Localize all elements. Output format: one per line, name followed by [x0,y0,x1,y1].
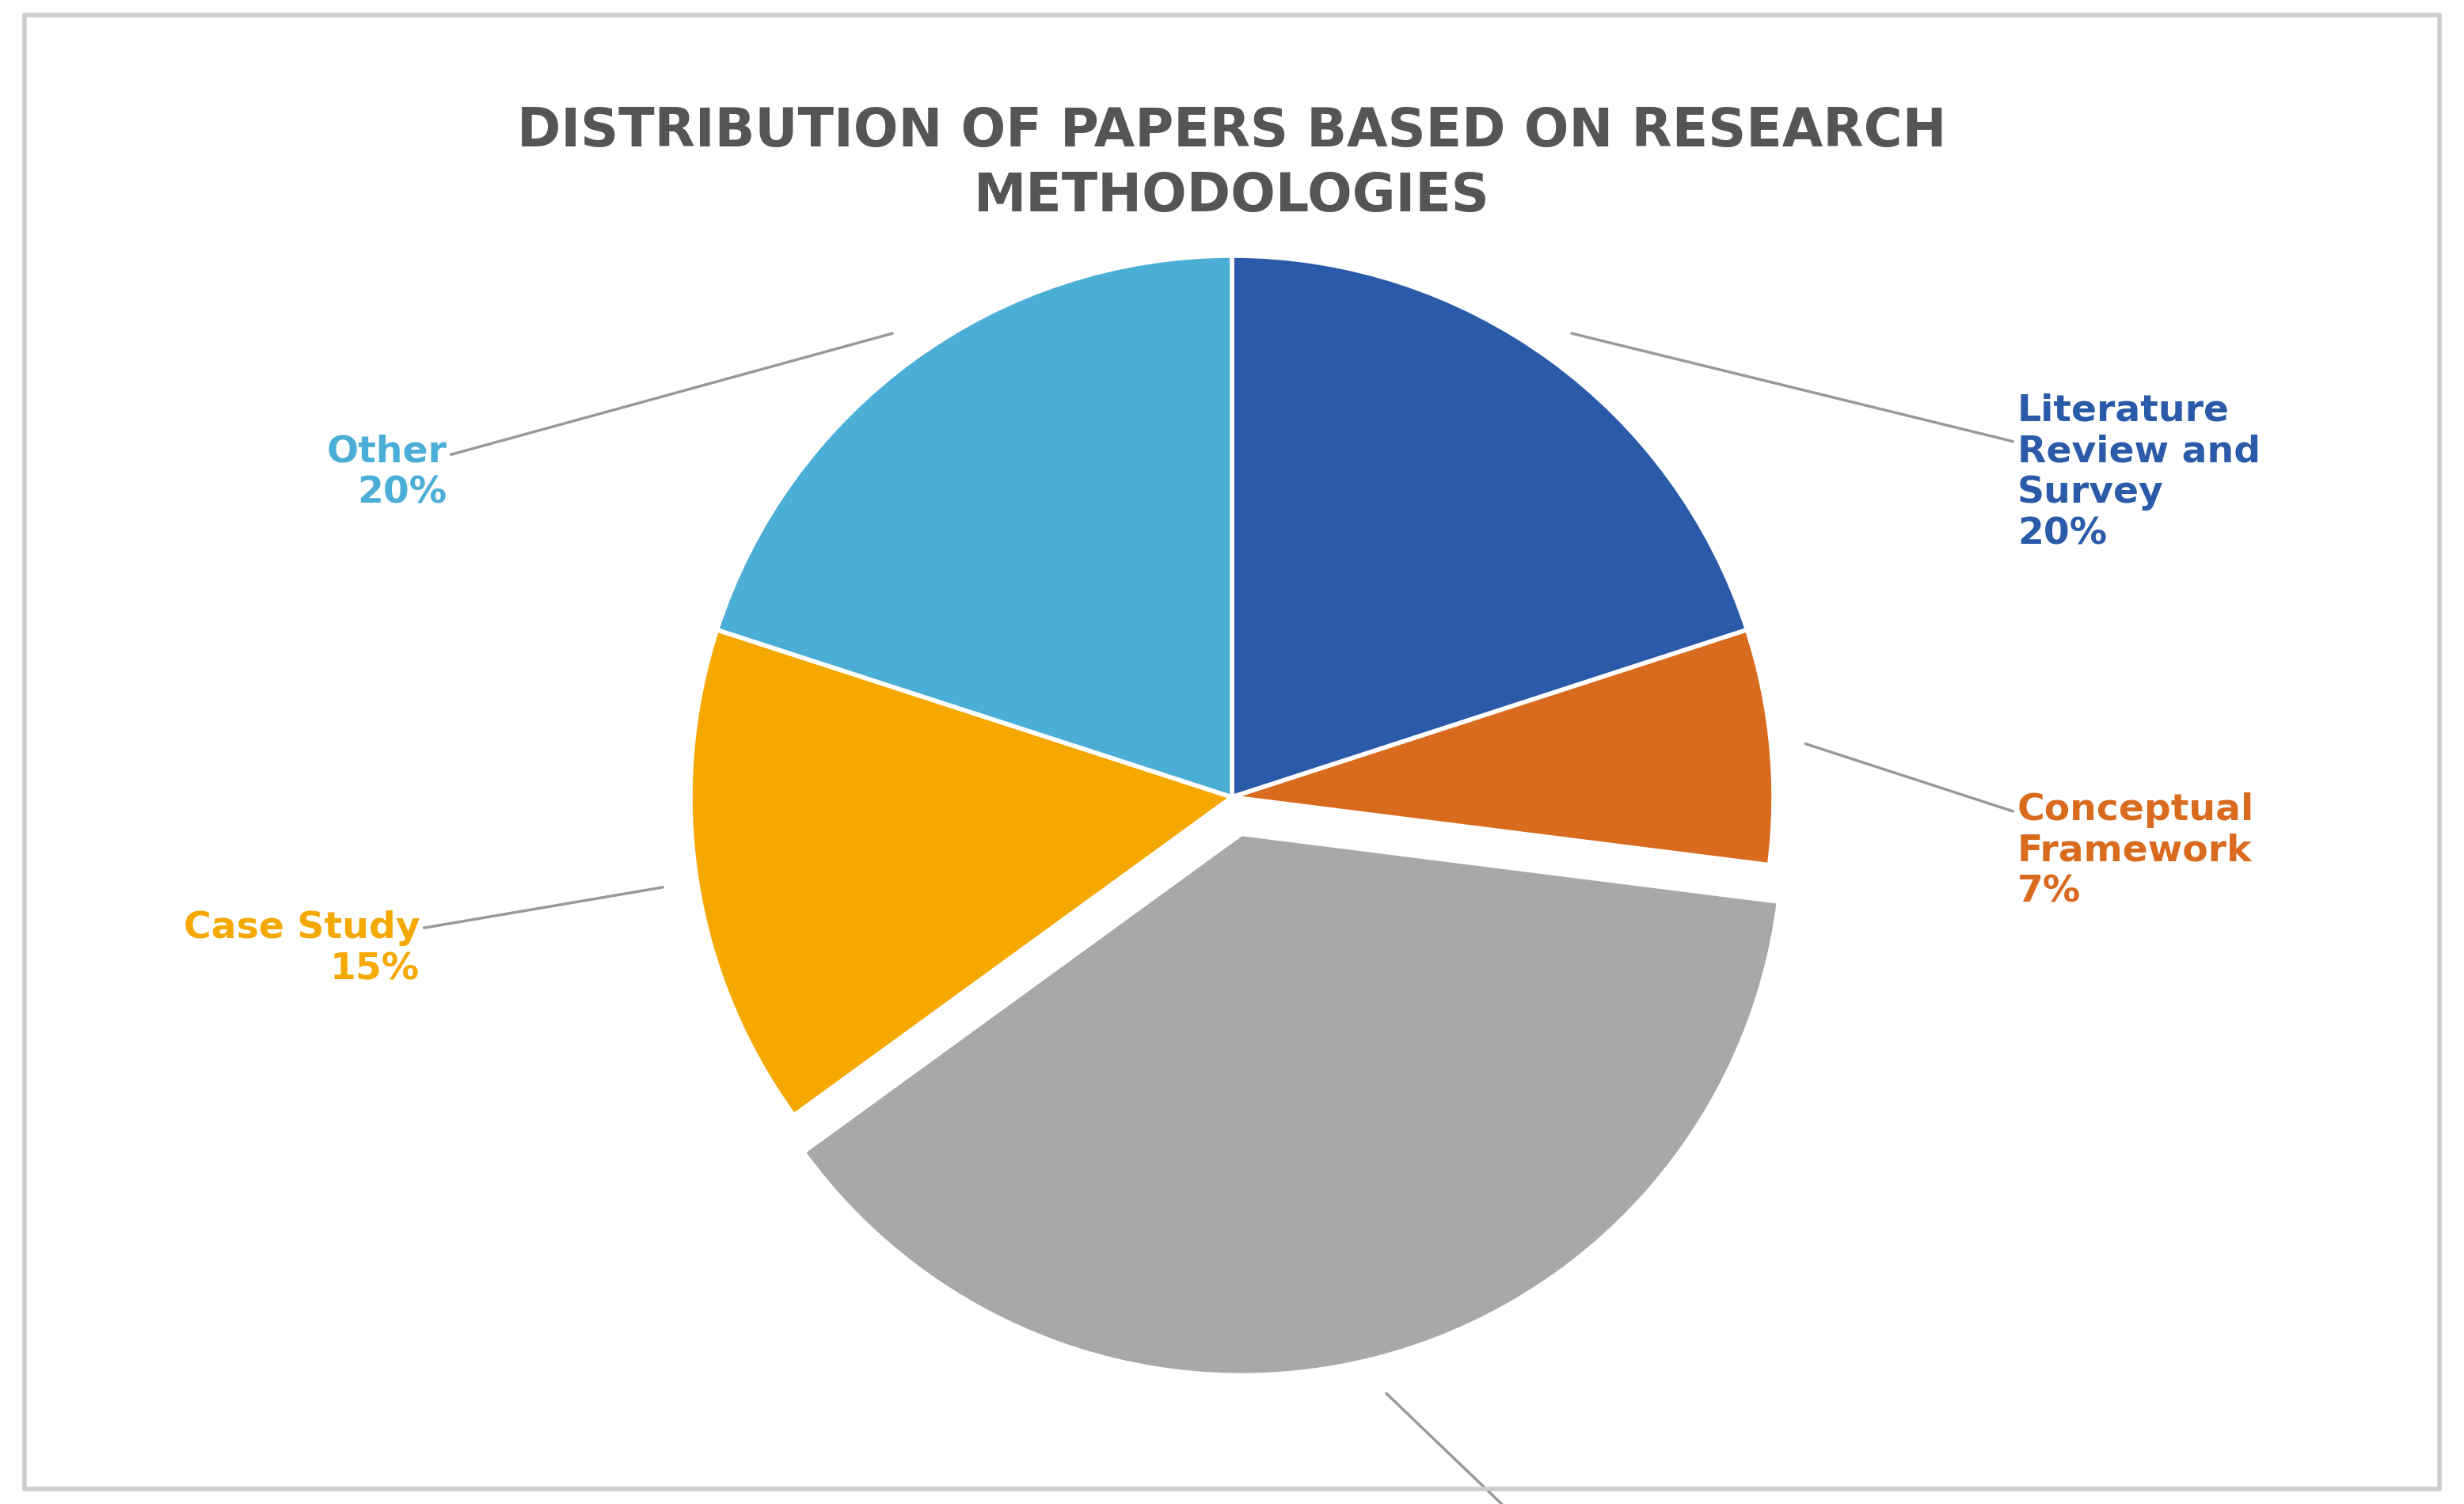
Wedge shape [690,630,1232,1116]
Text: Case Study
15%: Case Study 15% [182,887,663,987]
Text: DISTRIBUTION OF PAPERS BASED ON RESEARCH
METHODOLOGIES: DISTRIBUTION OF PAPERS BASED ON RESEARCH… [517,105,1947,223]
Wedge shape [1232,630,1774,865]
Wedge shape [803,833,1779,1375]
Text: Other
20%: Other 20% [325,334,892,511]
Wedge shape [717,256,1232,797]
Wedge shape [1232,256,1747,797]
Text: Literature
Review and
Survey
20%: Literature Review and Survey 20% [1572,334,2259,552]
Text: Modelling
(System &
Platform)
38%: Modelling (System & Platform) 38% [1387,1393,1777,1504]
Text: Conceptual
Framework
7%: Conceptual Framework 7% [1806,744,2255,910]
